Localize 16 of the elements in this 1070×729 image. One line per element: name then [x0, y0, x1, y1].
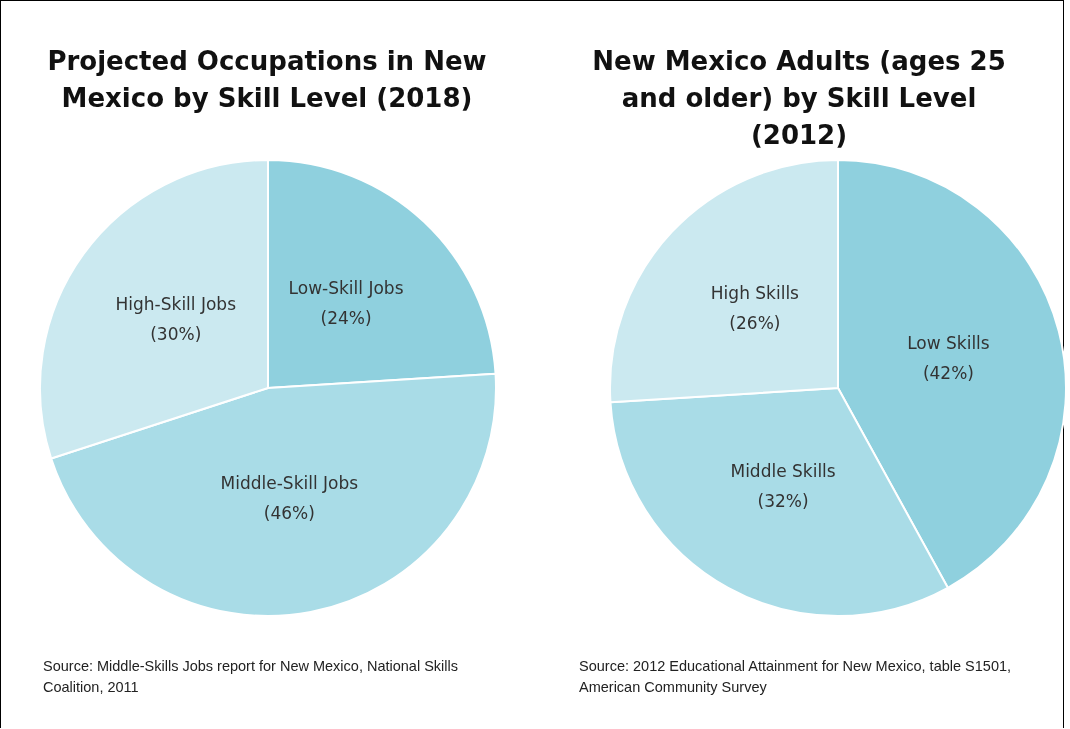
data-label: (46%)	[263, 503, 315, 524]
data-label: (30%)	[150, 324, 202, 345]
slice-label: Middle Skills	[730, 461, 836, 482]
source-note: Source: Middle-Skills Jobs report for New Mexico, National Skills Coalition, 2011	[43, 657, 459, 697]
slice-label: Low Skills	[907, 333, 990, 354]
chart-title: New Mexico Adults (ages 25 and older) by Skill Level (2012)	[591, 45, 1007, 152]
data-label: (32%)	[757, 491, 809, 512]
slice-label: High-Skill Jobs	[115, 294, 237, 315]
slice-label: Low-Skill Jobs	[288, 278, 404, 299]
data-label: (42%)	[922, 363, 974, 384]
slice-label: Middle-Skill Jobs	[220, 473, 359, 494]
data-label: (26%)	[729, 313, 781, 334]
chart-title: Projected Occupations in New Mexico by Skill Level (2018)	[46, 45, 488, 115]
slice-label: High Skills	[710, 283, 800, 304]
source-note: Source: 2012 Educational Attainment for New Mexico, table S1501, American Community Survey	[579, 657, 1013, 697]
data-label: (24%)	[320, 308, 372, 329]
